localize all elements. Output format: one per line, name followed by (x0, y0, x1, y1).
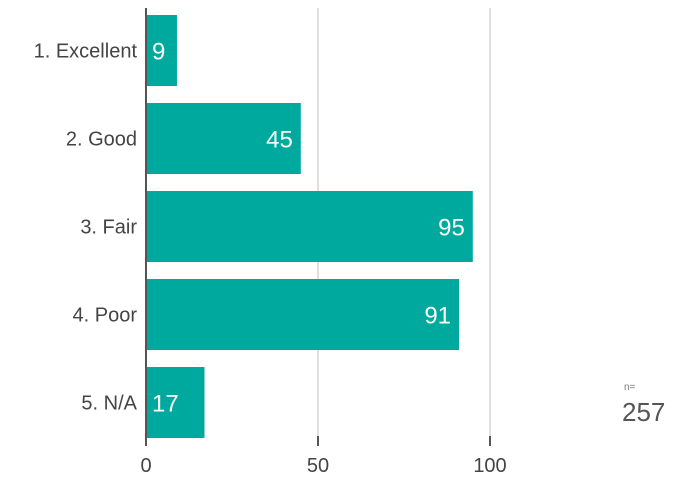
data-label: 91 (424, 303, 451, 330)
axis (145, 8, 491, 446)
data-label: 17 (152, 391, 179, 418)
sample-size-prefix: n= (624, 382, 636, 393)
category-label: 2. Good (66, 129, 137, 151)
bars (146, 15, 473, 438)
bar (146, 103, 301, 174)
bar (146, 191, 473, 262)
bar (146, 15, 177, 86)
data-label: 95 (438, 215, 465, 242)
x-tick-label: 0 (140, 455, 151, 477)
x-tick-label: 100 (473, 455, 506, 477)
category-label: 4. Poor (73, 305, 138, 327)
data-label: 45 (266, 127, 293, 154)
category-label: 1. Excellent (34, 41, 138, 63)
sample-size-value: 257 (622, 397, 666, 427)
bar (146, 279, 460, 350)
data-label: 9 (152, 39, 165, 66)
category-label: 3. Fair (80, 217, 137, 239)
x-tick-label: 50 (307, 455, 329, 477)
labels: 0 50 100 1. Excellent 9 2. Good 45 3. Fair 95 4. … (34, 39, 507, 478)
category-label: 5. N/A (81, 393, 137, 415)
bar (146, 367, 205, 438)
